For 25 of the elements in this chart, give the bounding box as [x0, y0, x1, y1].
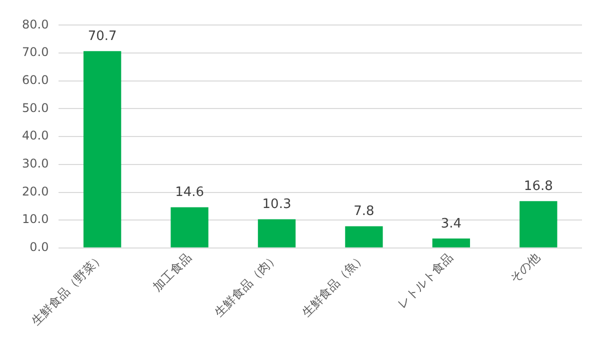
bar	[432, 238, 470, 248]
y-tick-label: 80.0	[22, 17, 49, 32]
data-label: 7.8	[354, 204, 374, 220]
data-label: 3.4	[440, 216, 462, 232]
data-label: 70.7	[88, 28, 117, 44]
data-label: 16.8	[524, 179, 553, 194]
data-label: 10.3	[262, 197, 292, 212]
y-tick-label: 50.0	[22, 100, 49, 115]
x-tick-label: 生鮮食品（肉）	[212, 250, 282, 320]
bar	[520, 201, 558, 248]
data-label: 14.6	[175, 185, 204, 200]
y-tick-label: 10.0	[22, 212, 49, 226]
x-tick-label: その他	[507, 250, 543, 286]
x-tick-label: 加工食品	[150, 250, 194, 294]
x-tick-label: 生鮮食品（魚）	[299, 250, 368, 320]
y-tick-label: 70.0	[22, 45, 49, 60]
x-tick-label: レトルト食品	[394, 250, 456, 312]
bar	[83, 51, 122, 248]
y-tick-label: 40.0	[22, 128, 49, 143]
y-tick-label: 60.0	[22, 73, 49, 88]
bar	[258, 219, 296, 248]
y-tick-label: 30.0	[22, 156, 49, 171]
bar	[345, 226, 383, 248]
bar	[170, 207, 208, 248]
y-tick-label: 20.0	[22, 184, 49, 198]
